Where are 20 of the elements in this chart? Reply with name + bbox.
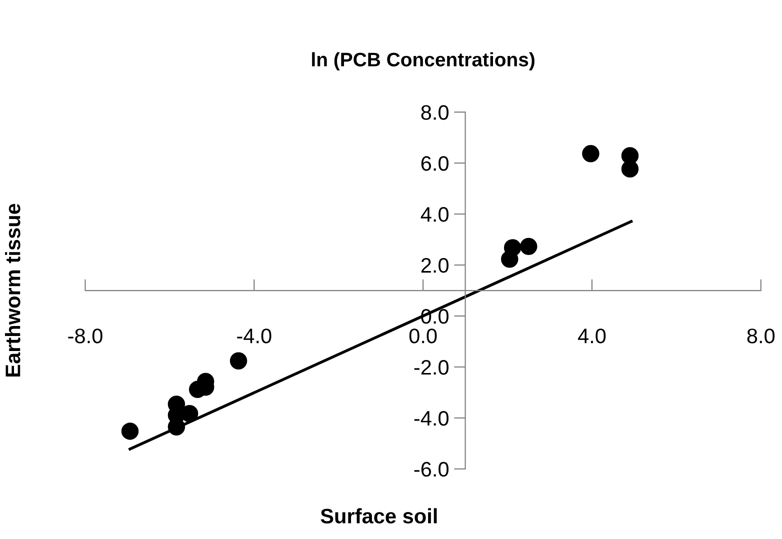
x-tick-label: 8.0: [747, 328, 775, 344]
x-axis-title: Surface soil: [320, 508, 437, 524]
y-tick-label: -6.0: [414, 462, 449, 477]
point: [230, 352, 248, 370]
point: [121, 422, 139, 440]
y-tick-label: -2.0: [414, 360, 449, 375]
y-tick-label: 2.0: [421, 258, 449, 273]
x-tick-label: -8.0: [68, 328, 102, 344]
x-tick-label: -4.0: [237, 328, 272, 344]
point: [621, 160, 639, 178]
point: [504, 239, 522, 256]
y-axis-title: Earthworm tissue: [5, 204, 20, 377]
point: [520, 238, 538, 256]
point: [582, 145, 600, 162]
y-tick-label: 6.0: [421, 156, 449, 171]
y-tick-label: -4.0: [414, 410, 449, 426]
chart-title: ln (PCB Concentrations): [312, 52, 534, 70]
y-tick-label: 8.0: [421, 105, 449, 120]
x-tick-label: 4.0: [578, 328, 606, 344]
y-tick-label: 4.0: [420, 207, 449, 222]
